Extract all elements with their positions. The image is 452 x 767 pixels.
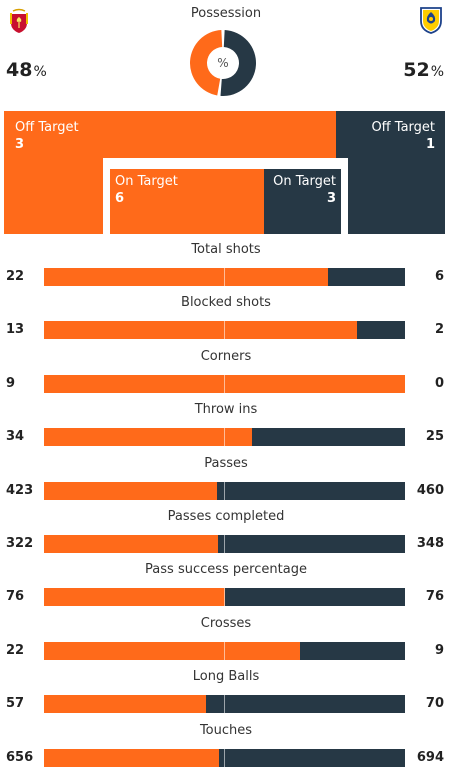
home-off-target: Off Target 3 [15,119,79,153]
away-stat-value: 6 [434,269,444,284]
stat-comparison-bar [44,535,405,553]
home-possession-arc [190,30,223,96]
stat-label: Passes [204,456,248,471]
stat-comparison-bar [44,588,405,606]
possession-donut-chart [190,30,256,96]
home-stat-value: 13 [6,322,25,337]
stat-label: Total shots [191,242,261,257]
stat-label: Blocked shots [181,295,271,310]
stat-comparison-bar [44,749,405,767]
home-share-fill [44,588,225,606]
bar-midline [224,321,225,339]
away-stat-value: 694 [416,750,444,765]
stat-comparison-bar [44,268,405,286]
away-stat-value: 25 [425,429,444,444]
home-share-fill [44,642,301,660]
home-stat-value: 22 [6,643,25,658]
home-stat-value: 22 [6,269,25,284]
home-possession-value: 48% [6,59,47,81]
away-stat-value: 0 [434,376,444,391]
home-stat-value: 9 [6,376,16,391]
stat-comparison-bar [44,428,405,446]
away-on-target-value: 3 [326,191,336,206]
leeds-crest-icon [419,6,442,34]
stat-comparison-bar [44,642,405,660]
home-stat-value: 322 [6,536,34,551]
home-stat-value: 423 [6,483,34,498]
home-on-target: On Target 6 [115,173,178,207]
home-on-target-label: On Target [115,174,178,189]
home-stat-value: 656 [6,750,34,765]
away-stat-value: 70 [425,696,444,711]
home-share-fill [44,268,328,286]
stat-comparison-bar [44,482,405,500]
home-off-target-label: Off Target [15,120,79,135]
bar-midline [224,375,225,393]
bar-midline [224,749,225,767]
bar-midline [224,535,225,553]
home-stat-value: 57 [6,696,25,711]
liverpool-crest-icon [8,8,30,34]
home-on-target-area: On Target 6 [110,169,264,234]
shots-on-off-target-panel: Off Target 3 Off Target 1 On Target 6 On… [4,111,445,234]
home-on-target-value: 6 [115,191,125,206]
away-possession-arc [220,30,256,96]
home-off-target-value: 3 [15,137,25,152]
stat-label: Long Balls [192,669,260,684]
away-on-target-area: On Target 3 [264,169,341,234]
home-share-fill [44,428,252,446]
home-share-fill [44,321,357,339]
away-off-target: Off Target 1 [371,119,435,153]
stat-label: Pass success percentage [145,562,307,577]
away-stat-value: 348 [416,536,444,551]
away-stat-value: 2 [434,322,444,337]
stat-label: Passes completed [167,509,285,524]
bar-midline [224,695,225,713]
away-stat-value: 9 [434,643,444,658]
stat-label: Crosses [200,616,252,631]
away-stat-value: 76 [425,589,444,604]
bar-midline [224,482,225,500]
home-stat-value: 34 [6,429,25,444]
away-on-target: On Target 3 [273,173,336,207]
away-possession-value: 52% [403,59,444,81]
home-share-fill [44,749,220,767]
bar-midline [224,428,225,446]
bar-midline [224,642,225,660]
stat-comparison-bar [44,321,405,339]
away-off-target-value: 1 [425,137,435,152]
bar-midline [224,268,225,286]
stat-label: Corners [200,349,252,364]
possession-title: Possession [190,6,262,21]
away-off-target-label: Off Target [371,120,435,135]
stat-label: Throw ins [194,402,258,417]
home-share-fill [44,695,207,713]
stat-comparison-bar [44,695,405,713]
home-share-fill [44,482,217,500]
away-on-target-label: On Target [273,174,336,189]
stat-label: Touches [199,723,253,738]
away-stat-value: 460 [416,483,444,498]
stat-comparison-bar [44,375,405,393]
home-share-fill [44,535,218,553]
bar-midline [224,588,225,606]
possession-center-label: % [217,56,229,70]
home-stat-value: 76 [6,589,25,604]
